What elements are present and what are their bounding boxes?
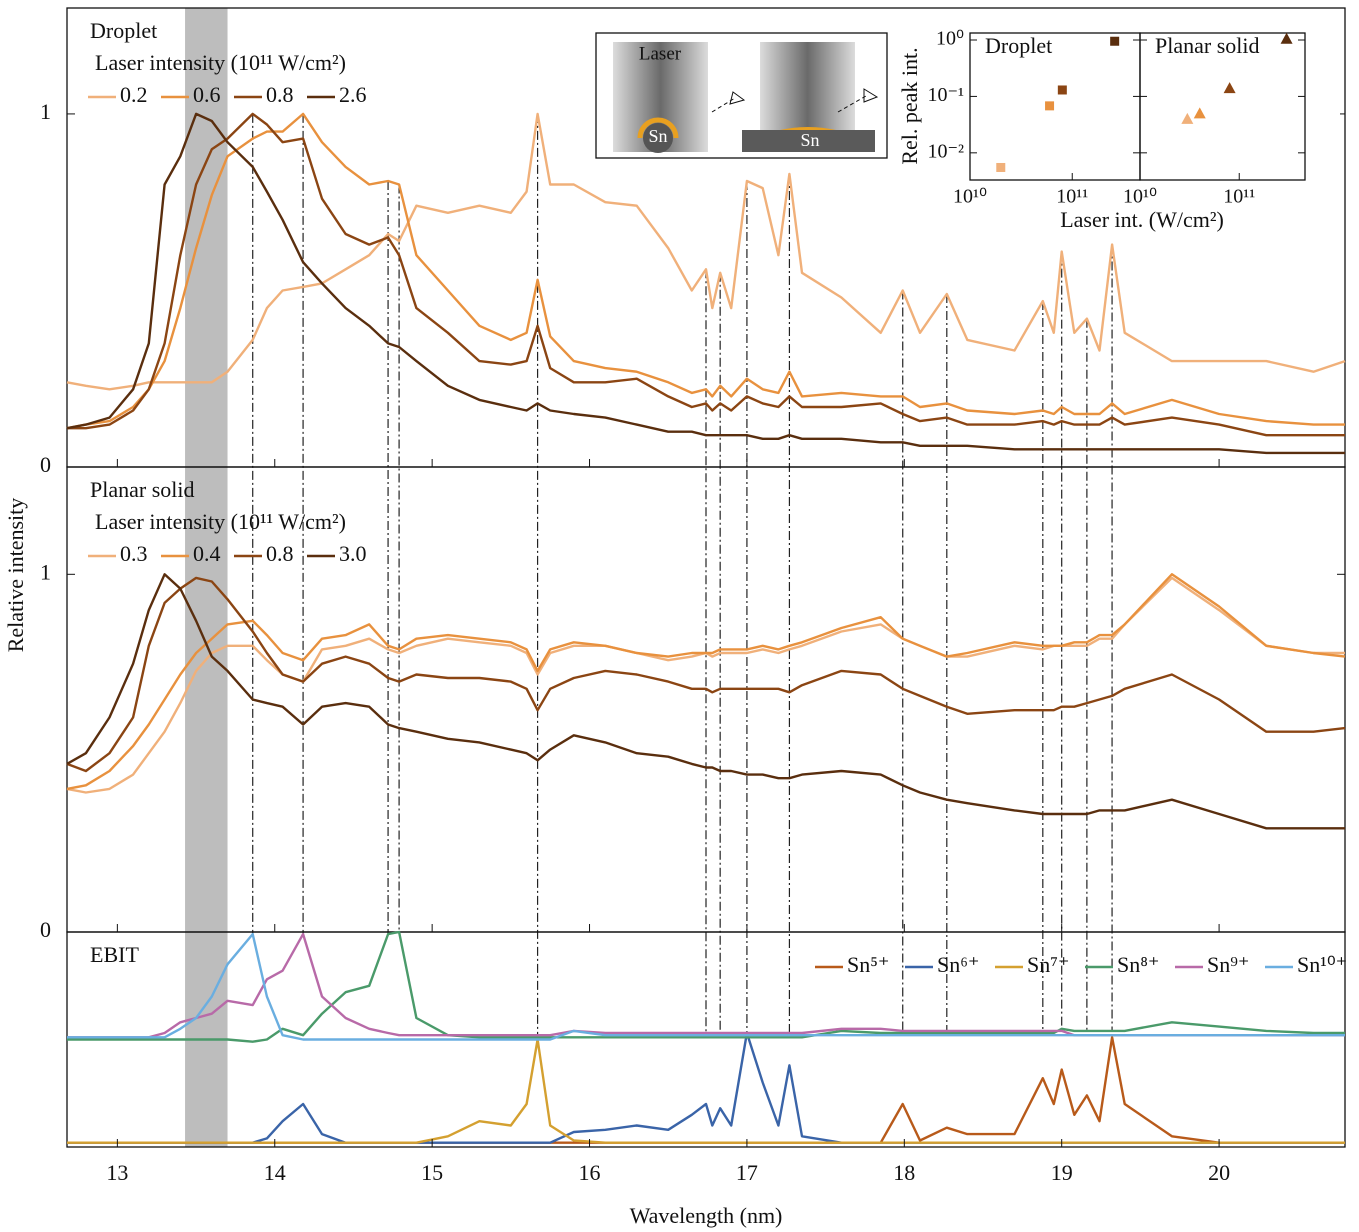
solid-label: Sn: [800, 130, 819, 150]
main-chart: 0 1 Droplet Laser intensity (10¹¹ W/cm²) 0.2…: [3, 7, 1347, 1228]
spectrum-line: [66, 573, 1346, 791]
legend-label: 2.6: [339, 82, 367, 107]
spectrum-line: [66, 112, 1345, 455]
legend-label: Sn⁵⁺: [847, 952, 890, 977]
legend-title: Laser intensity (10¹¹ W/cm²): [95, 50, 346, 75]
eye-icon: [729, 91, 746, 105]
plasma-glow: [637, 117, 679, 139]
schematic-inset: Laser Sn Sn: [595, 32, 888, 159]
x-tick-label: 10¹¹: [1056, 186, 1088, 208]
spectrum-line: [66, 112, 1346, 391]
x-tick-label: 19: [1051, 1160, 1073, 1185]
y-tick-label: 0: [40, 452, 51, 477]
eye-icon: [863, 88, 879, 103]
solid-target: [742, 130, 875, 152]
laser-beam: [760, 42, 855, 130]
y-tick-label: 1: [40, 559, 51, 584]
spectrum-line: [66, 573, 1345, 830]
laser-label: Laser: [639, 43, 682, 64]
data-point: [1223, 82, 1236, 94]
inset-frame: [1139, 32, 1306, 181]
spectrum-line: [67, 932, 1345, 1039]
x-axis-label: Laser int. (W/cm²): [1060, 207, 1224, 232]
x-tick-label: 17: [736, 1160, 758, 1185]
legend-label: Sn⁹⁺: [1207, 952, 1250, 977]
inset-background: [900, 20, 1340, 240]
legend-label: 0.6: [193, 82, 221, 107]
legend-label: 0.8: [266, 82, 294, 107]
spectrum-line: [67, 1038, 1345, 1144]
droplet: [643, 123, 673, 153]
legend-label: 3.0: [339, 541, 367, 566]
legend-label: 0.4: [193, 541, 221, 566]
peak-intensity-inset: 10⁻² 10⁻¹ 10⁰ 10¹⁰ 10¹¹ Droplet 10¹⁰ 10¹¹ Planar…: [897, 20, 1340, 240]
spectrum-line: [67, 932, 1345, 1041]
x-tick-label: 18: [893, 1160, 915, 1185]
data-point: [1045, 101, 1055, 111]
panel-label: Planar solid: [90, 477, 195, 502]
x-axis-label: Wavelength (nm): [630, 1203, 783, 1228]
legend-label: Sn⁶⁺: [937, 952, 980, 977]
legend-label: Sn¹⁰⁺: [1297, 952, 1347, 977]
y-axis-label: Relative intensity: [3, 498, 28, 653]
spectrum-line: [67, 1036, 1345, 1144]
y-axis-label: Rel. peak int.: [897, 47, 922, 164]
x-tick-label: 10¹⁰: [953, 186, 987, 208]
spectrum-line: [67, 112, 1345, 437]
y-tick-label: 1: [40, 99, 51, 124]
panel-label: EBIT: [90, 942, 139, 967]
spectrum-line: [67, 930, 1345, 1043]
x-tick-label: 10¹⁰: [1123, 186, 1157, 208]
legend-label: Sn⁸⁺: [1117, 952, 1160, 977]
y-tick-label: 10⁰: [936, 28, 964, 50]
x-tick-label: 14: [264, 1160, 286, 1185]
legend-title: Laser intensity (10¹¹ W/cm²): [95, 509, 346, 534]
spectrum-line: [66, 576, 1346, 773]
view-line: [837, 95, 867, 113]
x-tick-label: 20: [1208, 1160, 1230, 1185]
x-tick-label: 16: [579, 1160, 601, 1185]
droplet-label: Sn: [648, 126, 667, 146]
legend-label: 0.2: [120, 82, 148, 107]
x-tick-label: 13: [106, 1160, 128, 1185]
inset-panel-label: Planar solid: [1155, 33, 1260, 58]
inset-panel-label: Droplet: [985, 33, 1052, 58]
y-tick-label: 10⁻²: [927, 140, 964, 162]
data-point: [1057, 85, 1067, 95]
y-tick-label: 10⁻¹: [927, 84, 964, 106]
x-tick-label: 10¹¹: [1223, 186, 1255, 208]
spectrum-line: [66, 112, 1345, 430]
x-tick-label: 15: [421, 1160, 443, 1185]
legend-label: 0.3: [120, 541, 148, 566]
data-point: [1193, 107, 1206, 119]
data-point: [1280, 32, 1293, 44]
spectrum-line: [67, 1031, 1345, 1144]
plasma-glow: [780, 127, 836, 130]
data-point: [1181, 112, 1194, 124]
data-point: [1110, 36, 1120, 46]
legend-label: Sn⁷⁺: [1027, 952, 1070, 977]
legend-label: 0.8: [266, 541, 294, 566]
panel-label: Droplet: [90, 18, 157, 43]
y-tick-label: 0: [40, 917, 51, 942]
data-point: [996, 162, 1006, 172]
